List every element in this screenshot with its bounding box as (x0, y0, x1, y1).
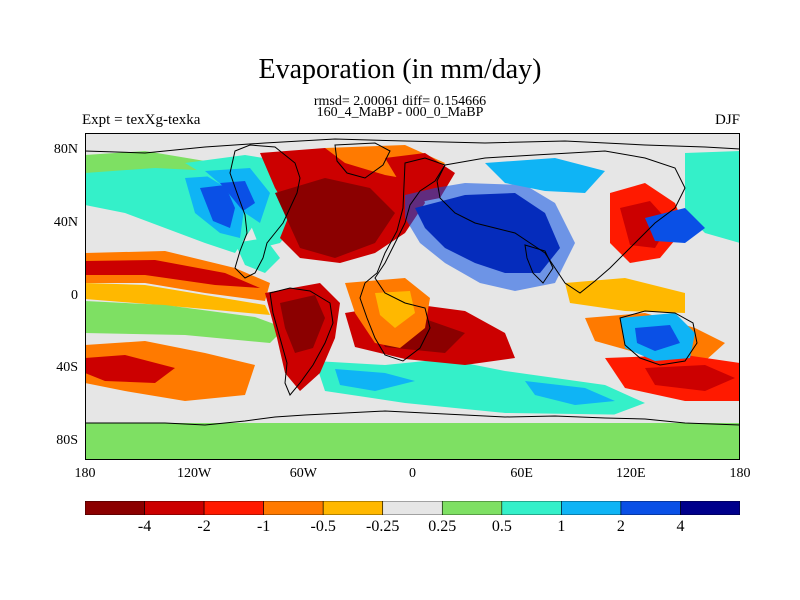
ocean-anomaly-fields (85, 151, 740, 418)
north-pacific-core (200, 185, 235, 228)
map-title: Evaporation (in mm/day) (258, 54, 542, 85)
south-ocean-blue-core (335, 369, 415, 391)
south-indian-red-core (645, 365, 735, 391)
lon-tick-label: 180 (729, 466, 751, 481)
colorbar-label: 1 (557, 518, 566, 535)
lat-tick-label: 80N (53, 142, 78, 158)
coastline-south-america (269, 287, 334, 396)
colorbar-box (501, 501, 562, 515)
coastline-arctic (85, 138, 740, 154)
south-atlantic-blue (315, 359, 645, 418)
coastline-antarctica (85, 410, 740, 426)
equatorial-west-pacific-orange (565, 278, 685, 313)
pacific-orange-strip (85, 283, 270, 315)
experiment-label: Expt = texXg-texka (82, 112, 201, 128)
colorbar-box (441, 501, 503, 515)
lat-tick-label: 40S (56, 360, 78, 376)
colorbar-box (203, 501, 264, 515)
colorbar-label: 4 (676, 518, 685, 535)
lon-tick-label: 180 (74, 466, 96, 481)
south-pacific-orange-inner (85, 355, 175, 383)
comparison-line: 160_4_MaBP - 000_0_MaBP (316, 105, 484, 120)
colorbar-box (85, 501, 145, 515)
lat-tick-label: 40N (53, 214, 78, 230)
colorbar-box (561, 501, 622, 515)
colorbar-label: 0.5 (491, 518, 512, 535)
colorbar-box (322, 501, 384, 515)
lat-tick-label: 0 (71, 287, 78, 303)
kuroshio-deep-blue (645, 208, 705, 243)
lon-tick-label: 0 (409, 466, 416, 481)
colorbar (85, 501, 740, 515)
coastline-india (524, 244, 554, 284)
asia-light-blue (485, 158, 605, 193)
eurasia-blue-ring (405, 183, 575, 291)
season-label: DJF (714, 112, 740, 128)
australia-core (635, 325, 680, 351)
north-america-core-blue (220, 181, 255, 211)
colorbar-box (263, 501, 324, 515)
colorbar-box (382, 501, 443, 515)
colorbar-label: -4 (137, 518, 152, 535)
coastline-north-america (229, 144, 301, 279)
pacific-green-band (85, 301, 285, 343)
evaporation-map (85, 133, 740, 460)
lon-tick-label: 120W (177, 466, 212, 481)
southern-ocean-blue-east (525, 381, 615, 405)
colorbar-label: -0.5 (310, 518, 336, 535)
coastline-europe-africa (359, 157, 446, 362)
africa-yellow (375, 291, 415, 328)
south-america-dark-red (280, 295, 325, 353)
colorbar-label: 2 (616, 518, 625, 535)
lon-tick-label: 120E (616, 466, 646, 481)
coastlines (85, 138, 740, 426)
siberia-grey (445, 145, 645, 168)
stats-line: rmsd= 2.00061 diff= 0.154666 (313, 94, 487, 109)
colorbar-box (680, 501, 740, 515)
colorbar-label: -2 (197, 518, 211, 535)
antarctica-green (85, 423, 740, 460)
east-tropical-pacific-blue (235, 238, 280, 273)
colorbar-label: -0.25 (366, 518, 400, 535)
atlantic-dark-red (275, 178, 395, 258)
coastline-asia (436, 150, 686, 294)
colorbar-label: -1 (256, 518, 271, 535)
colorbar-box (144, 501, 205, 515)
coastline-greenland (334, 142, 391, 179)
lon-tick-label: 60E (510, 466, 533, 481)
west-pacific-blue-east (685, 151, 740, 243)
lon-tick-label: 60W (289, 466, 317, 481)
colorbar-box (620, 501, 681, 515)
map-frame (85, 133, 740, 460)
lat-tick-label: 80S (56, 432, 78, 448)
colorbar-label: 0.25 (428, 518, 457, 535)
pacific-red-band-core (85, 260, 260, 288)
coastline-australia (619, 310, 698, 366)
